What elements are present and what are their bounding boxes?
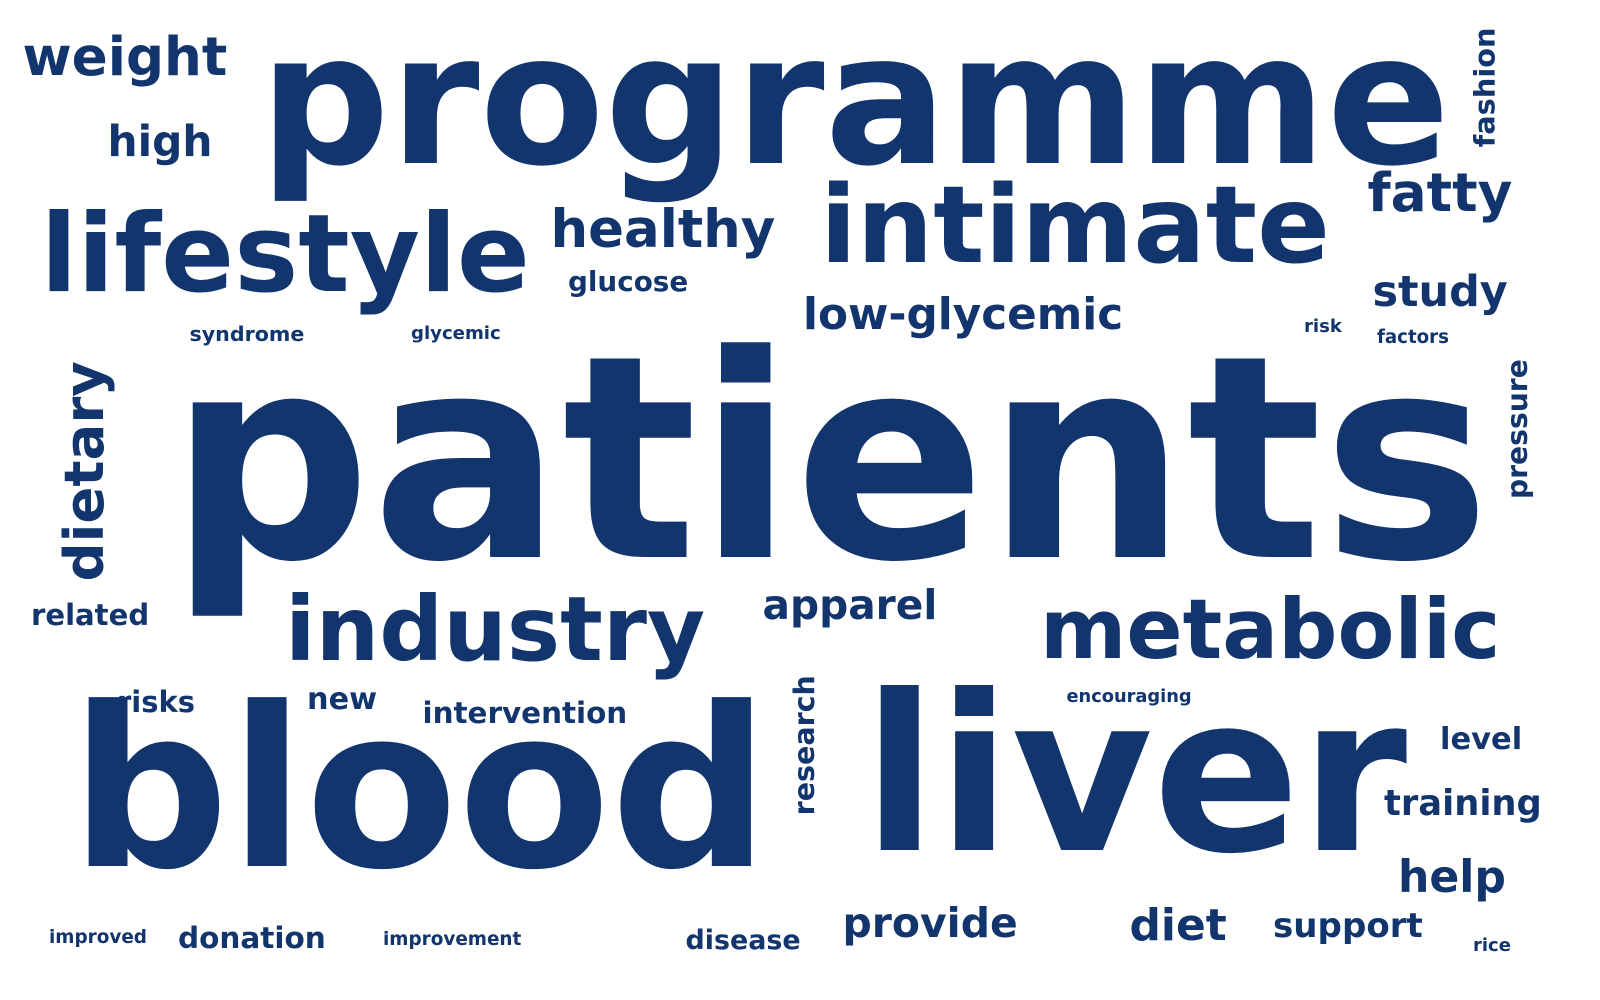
word-liver: liver (862, 648, 1408, 902)
word-improvement: improvement (383, 929, 522, 950)
word-industry: industry (285, 577, 706, 682)
word-dietary: dietary (51, 360, 116, 581)
word-glycemic: glycemic (411, 323, 501, 344)
word-new: new (307, 682, 378, 717)
word-study: study (1372, 266, 1508, 317)
word-improved: improved (49, 927, 147, 948)
word-patients: patients (169, 294, 1491, 624)
word-rice: rice (1473, 935, 1511, 956)
word-low-glycemic: low-glycemic (803, 289, 1124, 340)
word-high: high (107, 117, 213, 166)
word-syndrome: syndrome (189, 321, 305, 346)
word-related: related (31, 597, 150, 632)
word-encouraging: encouraging (1066, 686, 1192, 707)
word-healthy: healthy (550, 198, 776, 260)
word-intimate: intimate (820, 162, 1330, 288)
word-help: help (1398, 852, 1506, 903)
word-factors: factors (1377, 327, 1449, 348)
word-programme: programme (259, 0, 1451, 206)
word-lifestyle: lifestyle (40, 192, 530, 317)
word-fashion: fashion (1467, 27, 1502, 147)
word-risk: risk (1304, 316, 1342, 337)
word-support: support (1273, 906, 1423, 946)
word-apparel: apparel (762, 580, 938, 629)
word-provide: provide (842, 898, 1018, 947)
word-weight: weight (22, 25, 228, 88)
word-metabolic: metabolic (1040, 580, 1501, 678)
word-research: research (787, 674, 821, 815)
word-glucose: glucose (568, 265, 689, 298)
word-training: training (1384, 782, 1542, 824)
word-disease: disease (685, 924, 801, 956)
word-donation: donation (178, 921, 326, 955)
word-pressure: pressure (1500, 359, 1534, 500)
word-risks: risks (117, 684, 196, 719)
word-level: level (1440, 721, 1523, 757)
word-fatty: fatty (1367, 161, 1513, 224)
word-intervention: intervention (422, 695, 628, 730)
word-diet: diet (1129, 900, 1227, 951)
word-blood: blood (70, 661, 770, 919)
